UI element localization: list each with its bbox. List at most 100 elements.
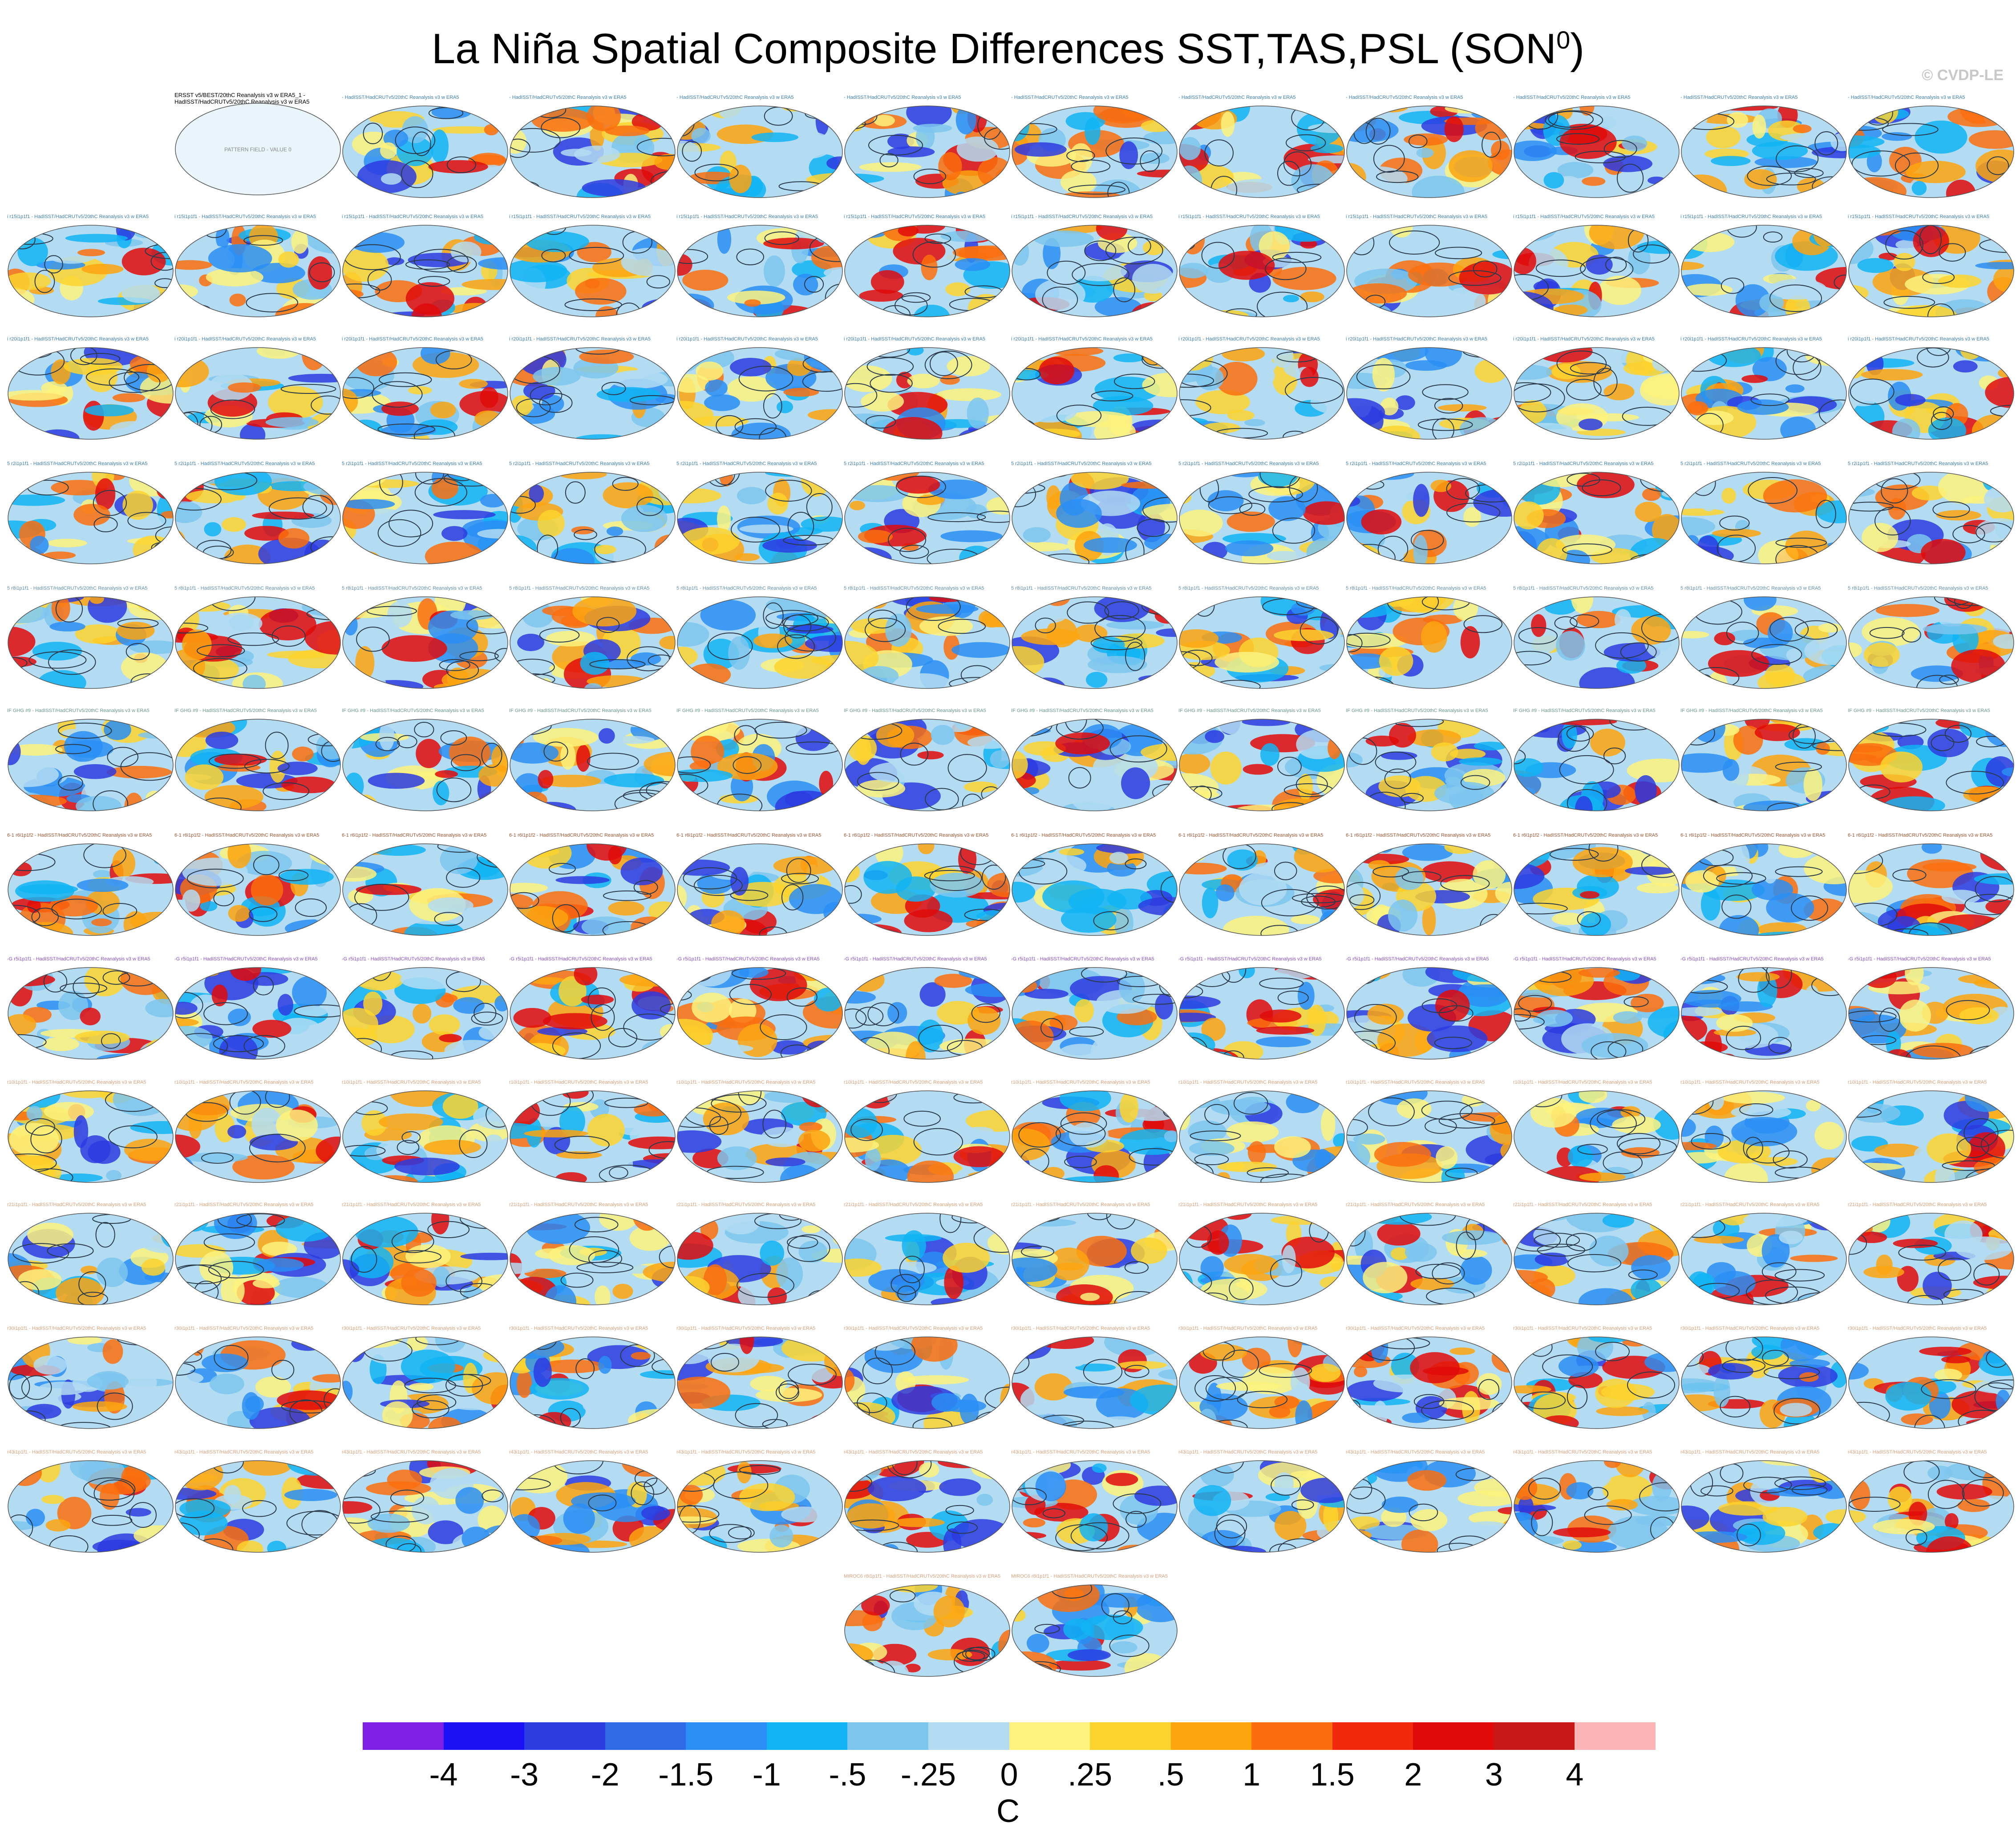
map-panel: 5 r8i1p1f1 - HadISST/HadCRUTv5/20thC Rea… [7,585,174,692]
map-panel: r21i1p1f1 - HadISST/HadCRUTv5/20thC Rean… [844,1202,1011,1308]
panel-label: 6-1 r6i1p1f2 - HadISST/HadCRUTv5/20thC R… [1513,833,1658,838]
colorbar-box [1009,1722,1090,1750]
panel-label: IF GHG #9 - HadISST/HadCRUTv5/20thC Rean… [7,708,150,713]
map-panel: i r15i1p1f1 - HadISST/HadCRUTv5/20thC Re… [1011,214,1178,320]
panel-label: 6-1 r6i1p1f2 - HadISST/HadCRUTv5/20thC R… [7,833,152,838]
world-map [1848,967,2014,1060]
world-map [1514,225,1680,317]
panel-label: r30i1p1f1 - HadISST/HadCRUTv5/20thC Rean… [1848,1326,1987,1331]
panel-label: r10i1p1f1 - HadISST/HadCRUTv5/20thC Rean… [844,1080,983,1085]
map-panel: r21i1p1f1 - HadISST/HadCRUTv5/20thC Rean… [1513,1202,1680,1308]
map-panel: -G r5i1p1f1 - HadISST/HadCRUTv5/20thC Re… [676,956,843,1063]
map-panel: 5 r2i1p1f1 - HadISST/HadCRUTv5/20thC Rea… [1346,461,1513,567]
world-map [844,347,1010,440]
panel-label: IF GHG #9 - HadISST/HadCRUTv5/20thC Rean… [1178,708,1321,713]
title-superscript: 0 [1556,26,1571,54]
map-panel: i r20i1p1f1 - HadISST/HadCRUTv5/20thC Re… [174,336,341,443]
panel-label: 5 r2i1p1f1 - HadISST/HadCRUTv5/20thC Rea… [1513,461,1654,466]
panel-label: - HadISST/HadCRUTv5/20thC Reanalysis v3 … [676,95,794,100]
map-panel: r21i1p1f1 - HadISST/HadCRUTv5/20thC Rean… [1346,1202,1513,1308]
world-map [844,843,1010,936]
world-map [1012,596,1178,689]
map-panel: r10i1p1f1 - HadISST/HadCRUTv5/20thC Rean… [844,1079,1011,1186]
panel-label: i r15i1p1f1 - HadISST/HadCRUTv5/20thC Re… [1346,214,1487,219]
panel-label: r10i1p1f1 - HadISST/HadCRUTv5/20thC Rean… [1011,1080,1150,1085]
world-map [8,967,174,1060]
world-map [342,1460,508,1553]
map-panel: r10i1p1f1 - HadISST/HadCRUTv5/20thC Rean… [1011,1079,1178,1186]
map-panel: 5 r8i1p1f1 - HadISST/HadCRUTv5/20thC Rea… [1178,585,1345,692]
world-map [342,105,508,198]
panel-label: r10i1p1f1 - HadISST/HadCRUTv5/20thC Rean… [676,1080,816,1085]
map-panel: 5 r8i1p1f1 - HadISST/HadCRUTv5/20thC Rea… [1011,585,1178,692]
panel-label: -G r5i1p1f1 - HadISST/HadCRUTv5/20thC Re… [342,956,485,962]
colorbar-tick-label: -2 [591,1757,619,1793]
map-panel: 5 r8i1p1f1 - HadISST/HadCRUTv5/20thC Rea… [342,585,509,692]
panel-label: r10i1p1f1 - HadISST/HadCRUTv5/20thC Rean… [509,1080,648,1085]
world-map [844,1584,1010,1677]
world-map [1681,719,1847,811]
world-map [1681,1460,1847,1553]
panel-label: r10i1p1f1 - HadISST/HadCRUTv5/20thC Rean… [1848,1080,1987,1085]
map-panel: 5 r2i1p1f1 - HadISST/HadCRUTv5/20thC Rea… [1513,461,1680,567]
observed-note: PATTERN FIELD - VALUE 0 [224,146,291,153]
world-map [1514,105,1680,198]
map-panel: 6-1 r6i1p1f2 - HadISST/HadCRUTv5/20thC R… [509,832,676,939]
map-panel: 5 r2i1p1f1 - HadISST/HadCRUTv5/20thC Rea… [1011,461,1178,567]
panel-label: r21i1p1f1 - HadISST/HadCRUTv5/20thC Rean… [1680,1202,1820,1207]
world-map [1514,472,1680,564]
world-map [1179,596,1345,689]
panel-label: - HadISST/HadCRUTv5/20thC Reanalysis v3 … [509,95,627,100]
map-panel: IF GHG #9 - HadISST/HadCRUTv5/20thC Rean… [1680,708,1847,814]
map-panel: - HadISST/HadCRUTv5/20thC Reanalysis v3 … [1680,94,1847,201]
map-panel: i r15i1p1f1 - HadISST/HadCRUTv5/20thC Re… [1346,214,1513,320]
panel-label: 5 r8i1p1f1 - HadISST/HadCRUTv5/20thC Rea… [1848,586,1988,591]
world-map [1346,843,1512,936]
panel-label: 5 r2i1p1f1 - HadISST/HadCRUTv5/20thC Rea… [1178,461,1319,466]
world-map [677,719,843,811]
world-map [510,596,676,689]
map-panel: -G r5i1p1f1 - HadISST/HadCRUTv5/20thC Re… [1346,956,1513,1063]
map-panel: 6-1 r6i1p1f2 - HadISST/HadCRUTv5/20thC R… [342,832,509,939]
world-map [844,105,1010,198]
colorbar-tick-label: -4 [429,1757,458,1793]
panel-label: r43i1p1f1 - HadISST/HadCRUTv5/20thC Rean… [174,1449,314,1455]
panel-label: r10i1p1f1 - HadISST/HadCRUTv5/20thC Rean… [1680,1080,1820,1085]
colorbar-tick-label: -1.5 [658,1757,714,1793]
world-map [1346,225,1512,317]
colorbar-box [1251,1722,1332,1750]
world-map [844,225,1010,317]
colorbar [363,1722,1656,1750]
panel-label: r43i1p1f1 - HadISST/HadCRUTv5/20thC Rean… [1346,1449,1485,1455]
panel-label: i r15i1p1f1 - HadISST/HadCRUTv5/20thC Re… [676,214,818,219]
map-panel: r21i1p1f1 - HadISST/HadCRUTv5/20thC Rean… [1848,1202,2015,1308]
map-panel: r10i1p1f1 - HadISST/HadCRUTv5/20thC Rean… [509,1079,676,1186]
map-panel: r10i1p1f1 - HadISST/HadCRUTv5/20thC Rean… [174,1079,341,1186]
world-map [677,105,843,198]
panel-label: 5 r8i1p1f1 - HadISST/HadCRUTv5/20thC Rea… [174,586,315,591]
world-map [342,347,508,440]
world-map [342,843,508,936]
panel-label: r43i1p1f1 - HadISST/HadCRUTv5/20thC Rean… [1513,1449,1652,1455]
colorbar-tick-label: .5 [1157,1757,1184,1793]
map-panel: r21i1p1f1 - HadISST/HadCRUTv5/20thC Rean… [342,1202,509,1308]
panel-label: i r20i1p1f1 - HadISST/HadCRUTv5/20thC Re… [342,336,483,342]
map-panel: r10i1p1f1 - HadISST/HadCRUTv5/20thC Rean… [1513,1079,1680,1186]
panel-label: r10i1p1f1 - HadISST/HadCRUTv5/20thC Rean… [1513,1080,1652,1085]
world-map [1179,1336,1345,1429]
panel-label: IF GHG #9 - HadISST/HadCRUTv5/20thC Rean… [1346,708,1488,713]
panel-label: 5 r8i1p1f1 - HadISST/HadCRUTv5/20thC Rea… [342,586,482,591]
observed-map-panel: ERSST v5/BEST/20thC Reanalysis v3 w ERA5… [174,92,341,198]
panel-label: 5 r8i1p1f1 - HadISST/HadCRUTv5/20thC Rea… [1346,586,1486,591]
map-panel: i r20i1p1f1 - HadISST/HadCRUTv5/20thC Re… [1848,336,2015,443]
world-map [1848,1460,2014,1553]
world-map [1346,472,1512,564]
map-panel: 5 r2i1p1f1 - HadISST/HadCRUTv5/20thC Rea… [1680,461,1847,567]
panel-label: i r15i1p1f1 - HadISST/HadCRUTv5/20thC Re… [509,214,651,219]
panel-label: r21i1p1f1 - HadISST/HadCRUTv5/20thC Rean… [1848,1202,1987,1207]
panel-label: r21i1p1f1 - HadISST/HadCRUTv5/20thC Rean… [1346,1202,1485,1207]
map-panel: r43i1p1f1 - HadISST/HadCRUTv5/20thC Rean… [509,1449,676,1556]
map-panel: 5 r2i1p1f1 - HadISST/HadCRUTv5/20thC Rea… [676,461,843,567]
panel-label: r10i1p1f1 - HadISST/HadCRUTv5/20thC Rean… [174,1080,314,1085]
panel-label: i r15i1p1f1 - HadISST/HadCRUTv5/20thC Re… [1513,214,1655,219]
